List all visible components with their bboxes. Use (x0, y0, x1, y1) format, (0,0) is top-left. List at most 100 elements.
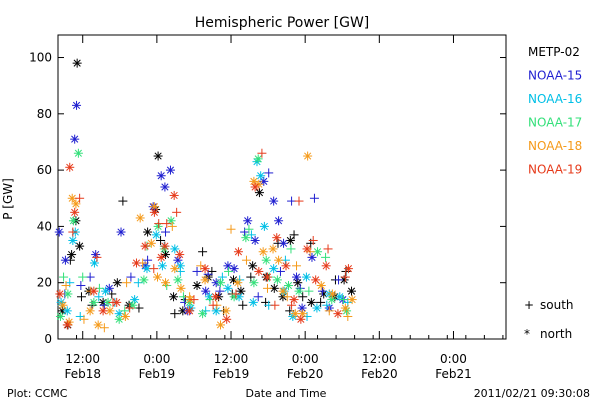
north-point (54, 227, 64, 237)
north-point (73, 148, 83, 158)
north-point (89, 258, 99, 268)
south-point (289, 230, 299, 240)
north-point (135, 213, 145, 223)
y-tick-label: 0 (44, 332, 52, 346)
north-point (229, 264, 239, 274)
south-point (126, 272, 136, 282)
south-point (76, 281, 86, 291)
north-point (71, 199, 81, 209)
north-point (198, 309, 208, 319)
x-tick-time-label: 0:00 (143, 352, 170, 366)
y-axis: 0 20 40 60 80 100 (29, 51, 506, 346)
south-point (208, 300, 218, 310)
north-point (169, 292, 179, 302)
north-point (211, 306, 221, 316)
north-point (65, 162, 75, 172)
north-point (75, 241, 85, 251)
south-point (231, 289, 241, 299)
north-point (67, 250, 77, 260)
x-tick-time-label: 12:00 (214, 352, 249, 366)
north-point (62, 306, 72, 316)
north-point (63, 289, 73, 299)
south-point (149, 264, 159, 274)
south-point (238, 300, 248, 310)
north-point (139, 275, 149, 285)
north-point (252, 157, 262, 167)
north-point (192, 281, 202, 291)
x-tick-time-label: 0:00 (440, 352, 467, 366)
south-point (120, 306, 130, 316)
south-point (316, 297, 326, 307)
north-point (258, 247, 268, 257)
south-point (217, 272, 227, 282)
north-point (89, 297, 99, 307)
south-point (198, 247, 208, 257)
x-tick-date-label: Feb21 (435, 367, 472, 381)
north-point (223, 283, 233, 293)
north-point (58, 300, 68, 310)
south-point (170, 309, 180, 319)
south-point (309, 193, 319, 203)
north-point (200, 275, 210, 285)
north-point (140, 241, 150, 251)
north-marker-symbol: * (524, 327, 530, 341)
south-point (215, 286, 225, 296)
south-point (322, 300, 332, 310)
north-point (160, 182, 170, 192)
south-point (154, 219, 164, 229)
north-point (173, 275, 183, 285)
north-point (222, 314, 232, 324)
x-tick-time-label: 12:00 (362, 352, 397, 366)
north-point (112, 278, 122, 288)
y-tick-label: 60 (37, 163, 52, 177)
south-point (59, 272, 69, 282)
x-tick-date-label: Feb18 (64, 367, 101, 381)
north-point (116, 227, 126, 237)
marker-key: + south * north (524, 298, 574, 341)
south-point (317, 286, 327, 296)
north-point (306, 297, 316, 307)
north-point (233, 247, 243, 257)
north-point (272, 233, 282, 243)
south-point (241, 255, 251, 265)
marker-key-label: south (540, 298, 574, 312)
y-tick-label: 80 (37, 107, 52, 121)
north-point (216, 278, 226, 288)
north-point (131, 258, 141, 268)
north-point (176, 283, 186, 293)
north-point (269, 283, 279, 293)
north-point (272, 275, 282, 285)
south-point (162, 219, 172, 229)
north-point (269, 196, 279, 206)
north-point (157, 261, 167, 271)
north-point (170, 264, 180, 274)
north-point (289, 295, 299, 305)
north-point (165, 165, 175, 175)
north-point (343, 264, 353, 274)
north-point (241, 233, 251, 243)
north-point (250, 182, 260, 192)
north-point (256, 171, 266, 181)
legend-entry: NOAA-16 (528, 92, 582, 106)
y-tick-label: 100 (29, 51, 52, 65)
north-point (72, 100, 82, 110)
south-point (172, 207, 182, 217)
south-point (338, 295, 348, 305)
x-tick-time-label: 0:00 (292, 352, 319, 366)
north-point (221, 306, 231, 316)
north-point (85, 306, 95, 316)
north-point (262, 272, 272, 282)
north-point (156, 252, 166, 262)
north-point (149, 207, 159, 217)
south-point (298, 292, 308, 302)
north-point (62, 320, 72, 330)
south-point (92, 252, 102, 262)
north-point (146, 238, 156, 248)
north-point (278, 286, 288, 296)
north-point (249, 278, 259, 288)
north-point (201, 286, 211, 296)
south-point (275, 266, 285, 276)
north-point (301, 272, 311, 282)
south-point (264, 168, 274, 178)
south-point (76, 292, 86, 302)
